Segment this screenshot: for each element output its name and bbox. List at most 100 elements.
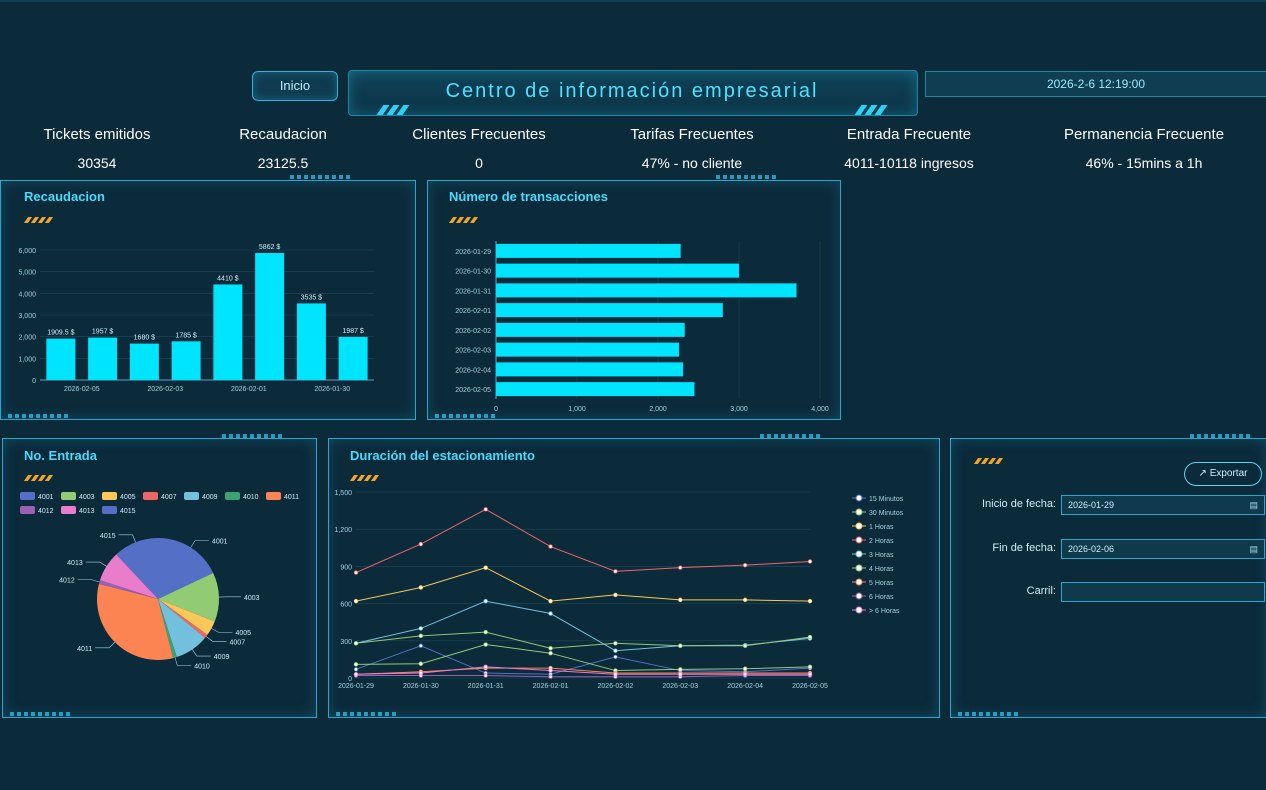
data-label: 4410 $ [217,275,239,282]
pie-leader-line [211,628,233,633]
x-tick-label: 2026-01-30 [403,683,439,690]
legend-swatch [20,492,35,500]
bar [213,284,243,380]
kpi-value: 47% - no cliente [641,155,743,171]
bar [496,362,684,377]
export-button[interactable]: ↗ Exportar [1184,462,1262,486]
data-point [807,664,813,670]
data-point [548,674,553,679]
series-line [356,675,810,678]
data-point [548,650,553,656]
kpi-value: 4011-10118 ingresos [844,155,974,171]
kpi-value: 30354 [77,155,117,171]
lane-label: Carril: [1026,585,1056,597]
x-tick-label: 2026-02-02 [598,683,634,690]
bar [296,303,326,380]
legend-marker [855,494,863,502]
pie-label: 4011 [77,646,92,653]
y-tick-label: 3,000 [18,313,36,320]
y-tick-label: 6,000 [18,248,36,255]
x-tick-label: 1,000 [568,406,586,413]
bar [129,343,159,380]
data-point [678,597,683,603]
pie-label: 4001 [212,539,228,546]
legend-swatch [266,492,281,500]
legend-marker [855,578,863,586]
panel-deco [716,175,776,179]
data-point [353,672,359,677]
pie-slice [158,538,214,599]
legend-marker [855,522,863,530]
series-line [355,508,811,574]
y-tick-label: 1,000 [18,356,36,363]
chart-duracion: 0 300 600 900 1,200 1,500 2026-01-29 2026-01-30… [334,490,903,690]
home-button[interactable]: Inicio [252,71,338,101]
pie-label: 4009 [214,654,230,661]
data-point [742,643,748,648]
pie-leader-line [190,540,209,548]
datetime-display: 2026-2-6 12:19:00 [925,71,1266,97]
data-point [418,585,424,590]
pie-slice [158,599,215,635]
kpi-clientes: Clientes Frecuentes 0 [389,126,569,171]
bar [496,303,723,318]
lane-input[interactable] [1061,582,1265,602]
legend-label: 4003 [79,494,95,501]
kpi-label: Entrada Frecuente [846,126,972,143]
pie-slice [96,583,174,660]
legend-swatch [143,492,158,500]
legend-swatch [61,506,76,514]
legend-label: 4011 [284,494,299,501]
panel-deco [8,414,68,418]
kpi-value: 23125.5 [257,155,309,171]
kpi-label: Tarifas Frecuentes [630,126,754,143]
calendar-icon: ▤ [1249,500,1258,510]
x-tick-label: 2026-02-01 [533,683,569,690]
y-tick-label: 900 [340,564,352,571]
x-tick-label: 0 [494,406,498,413]
bar [88,337,118,380]
data-point [483,673,488,678]
kpi-tickets: Tickets emitidos 30354 [7,126,187,171]
pie-leader-line [77,579,100,583]
legend-swatch [61,492,76,500]
y-tick-label: 2026-01-31 [455,288,491,295]
pie-leader-line [206,636,227,642]
stripes-icon [349,468,382,481]
pie-slice [158,599,177,659]
kpi-label: Tickets emitidos [43,126,151,143]
panel-deco [10,712,70,716]
pie-slice [158,573,219,622]
data-point [418,670,424,676]
panel-deco [336,712,396,716]
kpi-permanencia: Permanencia Frecuente 46% - 15mins a 1h [1054,126,1234,171]
calendar-icon: ▤ [1249,544,1258,554]
legend-marker [855,536,863,544]
x-tick-label: 2026-02-03 [662,683,698,690]
data-point [613,648,618,653]
legend-label: 4013 [79,508,95,515]
x-tick-label: 2026-01-31 [468,683,504,690]
bar [496,342,680,357]
legend-label: 6 Horas [869,594,894,601]
data-label: 1785 $ [175,332,197,339]
pie-leader-line [85,561,107,567]
legend-swatch [102,492,117,500]
data-point [548,544,553,549]
x-tick-label: 3,000 [730,406,748,413]
end-date-label: Fin de fecha: [992,542,1056,554]
data-point [353,667,359,672]
data-point [678,643,683,648]
pie-slice [116,538,158,599]
panel-deco [435,414,495,418]
pie-slice [158,599,206,658]
data-label: 3535 $ [301,294,323,301]
data-point [548,611,553,616]
legend-marker [855,606,863,614]
end-date-input[interactable]: 2026-02-06 ▤ [1061,539,1265,559]
data-point [678,565,683,570]
start-date-input[interactable]: 2026-01-29 ▤ [1061,495,1265,515]
x-tick-label: 2026-02-05 [792,683,828,690]
data-point [613,569,618,574]
legend-marker [855,508,863,516]
